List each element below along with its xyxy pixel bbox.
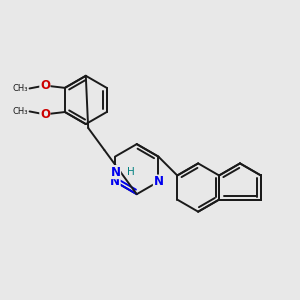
Text: H: H <box>127 167 135 177</box>
Text: N: N <box>111 166 121 178</box>
Text: O: O <box>40 108 50 121</box>
Text: CH₃: CH₃ <box>13 84 28 93</box>
Text: N: N <box>153 175 164 188</box>
Text: CH₃: CH₃ <box>13 107 28 116</box>
Text: O: O <box>40 79 50 92</box>
Text: N: N <box>110 175 120 188</box>
